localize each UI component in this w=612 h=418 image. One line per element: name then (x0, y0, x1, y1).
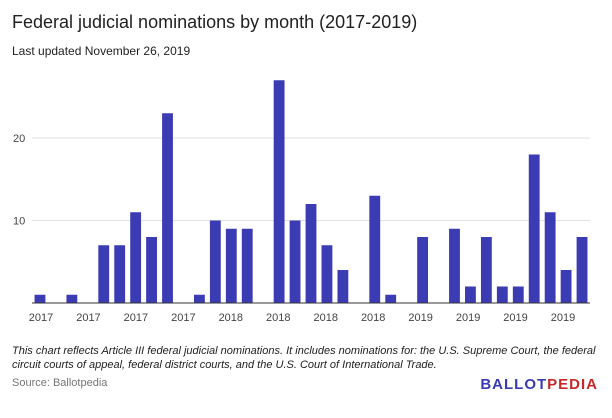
bar (560, 270, 572, 303)
chart-footnote: This chart reflects Article III federal … (12, 345, 596, 371)
logo-text-accent: PEDIA (547, 376, 598, 393)
bar (528, 154, 540, 303)
bar (385, 294, 397, 303)
chart-subtitle: Last updated November 26, 2019 (12, 44, 191, 58)
x-tick-label: 2017 (171, 312, 195, 324)
bar (66, 294, 78, 303)
bar (369, 195, 381, 303)
logo-text-main: BALLOT (480, 376, 548, 393)
bar (273, 80, 285, 303)
bar (209, 220, 221, 303)
bar (225, 228, 237, 303)
bar (576, 237, 588, 303)
y-tick-label: 10 (13, 216, 25, 228)
bar (305, 204, 317, 303)
x-tick-label: 2018 (266, 312, 290, 324)
bar (321, 245, 333, 303)
x-tick-label: 2019 (408, 312, 432, 324)
bar (241, 228, 253, 303)
x-tick-label: 2019 (503, 312, 527, 324)
x-tick-label: 2018 (313, 312, 337, 324)
bar (496, 286, 508, 303)
bar (146, 237, 157, 303)
source-label: Source: Ballotpedia (12, 377, 108, 389)
x-tick-labels: 2017 2017 2017 2017 2018 2018 2018 2018 2019 2019… (29, 312, 575, 324)
bar (544, 212, 556, 303)
bar (193, 294, 205, 303)
x-tick-label: 2017 (76, 312, 100, 324)
bar (289, 220, 301, 303)
x-tick-label: 2018 (219, 312, 243, 324)
bar (512, 286, 524, 303)
bar (465, 286, 476, 303)
bar (162, 113, 173, 303)
y-tick-labels: 10 20 (13, 133, 25, 228)
x-tick-label: 2017 (124, 312, 148, 324)
ballotpedia-logo: BALLOTPEDIA (480, 376, 598, 393)
y-tick-label: 20 (13, 133, 25, 145)
bar (34, 294, 46, 303)
x-tick-label: 2017 (29, 312, 53, 324)
bar (114, 245, 126, 303)
bar (130, 212, 142, 303)
bar (98, 245, 110, 303)
x-tick-label: 2019 (551, 312, 575, 324)
x-tick-label: 2018 (361, 312, 385, 324)
bar (337, 270, 349, 303)
x-tick-label: 2019 (456, 312, 480, 324)
bar (449, 228, 460, 303)
bar (480, 237, 492, 303)
chart-title: Federal judicial nominations by month (2… (12, 12, 418, 32)
bar (417, 237, 429, 303)
bars (34, 80, 588, 303)
